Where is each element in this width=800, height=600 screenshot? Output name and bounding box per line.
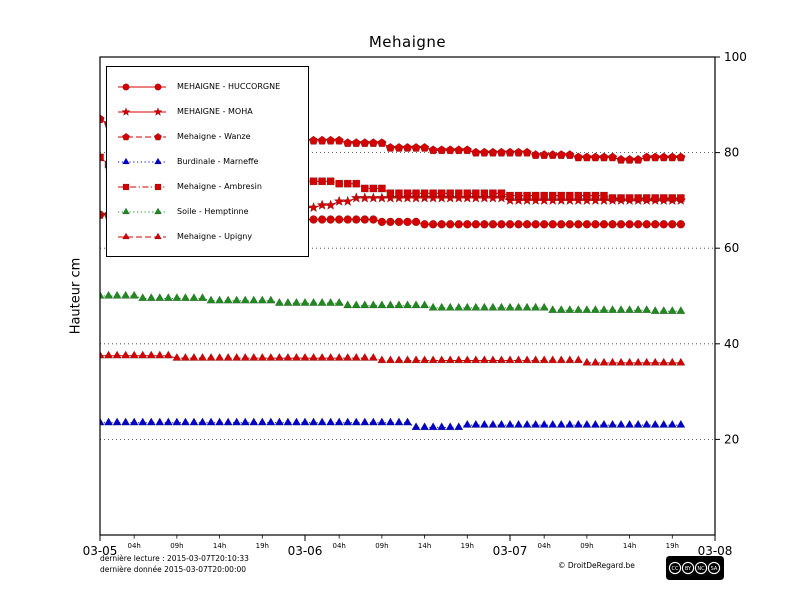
legend-sample	[118, 132, 166, 140]
legend-sample	[118, 157, 166, 164]
x-axis-ticks: 03-05 03-06 03-07 03-08 04h 09h 14h 19h 04h 09h 14…	[83, 535, 733, 558]
y-axis-ticks: 20 40 60 80 100	[715, 50, 747, 446]
legend-label: Mehaigne - Wanze	[177, 132, 251, 141]
footer-status: dernière lecture : 2015-03-07T20:10:33 d…	[100, 554, 249, 575]
series-group	[100, 114, 687, 431]
svg-text:14h: 14h	[623, 542, 636, 550]
series-burdinale-marneffe	[100, 417, 686, 431]
svg-text:19h: 19h	[256, 542, 269, 550]
svg-text:03-06: 03-06	[288, 544, 323, 558]
sa-icon	[707, 561, 721, 575]
svg-text:03-08: 03-08	[698, 544, 733, 558]
legend-item: Burdinale - Marneffe	[116, 149, 299, 174]
svg-text:09h: 09h	[375, 542, 388, 550]
legend-label: Mehaigne - Upigny	[177, 232, 253, 241]
svg-text:03-05: 03-05	[83, 544, 118, 558]
svg-text:40: 40	[724, 337, 739, 351]
legend: MEHAIGNE - HUCCORGNE MEHAIGNE - MOHA Mehai…	[106, 66, 309, 257]
legend-item: MEHAIGNE - HUCCORGNE	[116, 74, 299, 99]
svg-text:04h: 04h	[127, 542, 140, 550]
legend-item: Mehaigne - Wanze	[116, 124, 299, 149]
last-reading-text: dernière lecture : 2015-03-07T20:10:33	[100, 554, 249, 563]
by-icon	[681, 561, 695, 575]
svg-text:19h: 19h	[666, 542, 679, 550]
svg-text:100: 100	[724, 50, 747, 64]
chart-title: Mehaigne	[368, 33, 447, 51]
cc-label: CC	[672, 566, 679, 572]
legend-sample	[118, 82, 166, 91]
copyright-text: © DroitDeRegard.be	[558, 561, 635, 570]
plot-frame	[99, 56, 716, 536]
legend-label: Burdinale - Marneffe	[177, 157, 259, 166]
legend-sample	[118, 183, 166, 190]
nc-icon	[694, 561, 708, 575]
legend-sample	[118, 106, 166, 116]
gridlines	[100, 152, 715, 440]
svg-text:04h: 04h	[332, 542, 345, 550]
legend-item: Soile - Hemptinne	[116, 199, 299, 224]
svg-text:14h: 14h	[213, 542, 226, 550]
svg-text:04h: 04h	[537, 542, 550, 550]
legend-label: MEHAIGNE - HUCCORGNE	[177, 82, 281, 91]
svg-text:19h: 19h	[461, 542, 474, 550]
legend-label: Mehaigne - Ambresin	[177, 182, 262, 191]
legend-item: MEHAIGNE - MOHA	[116, 99, 299, 124]
legend-item: Mehaigne - Upigny	[116, 224, 299, 249]
svg-text:80: 80	[724, 146, 739, 160]
cc-license-badge[interactable]: CC BY NC SA	[666, 556, 724, 580]
sa-label: SA	[711, 566, 718, 572]
series-mehaigne-upigny	[100, 350, 686, 366]
svg-text:60: 60	[724, 241, 739, 255]
series-soile-hemptinne	[100, 290, 686, 314]
legend-label: Soile - Hemptinne	[177, 207, 249, 216]
legend-sample	[118, 207, 166, 214]
svg-text:09h: 09h	[170, 542, 183, 550]
legend-label: MEHAIGNE - MOHA	[177, 107, 253, 116]
by-label: BY	[685, 566, 692, 572]
svg-text:14h: 14h	[418, 542, 431, 550]
cc-icon	[668, 561, 682, 575]
svg-text:09h: 09h	[580, 542, 593, 550]
last-data-text: dernière donnée 2015-03-07T20:00:00	[100, 564, 247, 574]
svg-text:03-07: 03-07	[493, 544, 528, 558]
svg-text:20: 20	[724, 432, 739, 446]
legend-sample	[118, 232, 166, 239]
nc-label: NC	[697, 566, 705, 572]
legend-item: Mehaigne - Ambresin	[116, 174, 299, 199]
